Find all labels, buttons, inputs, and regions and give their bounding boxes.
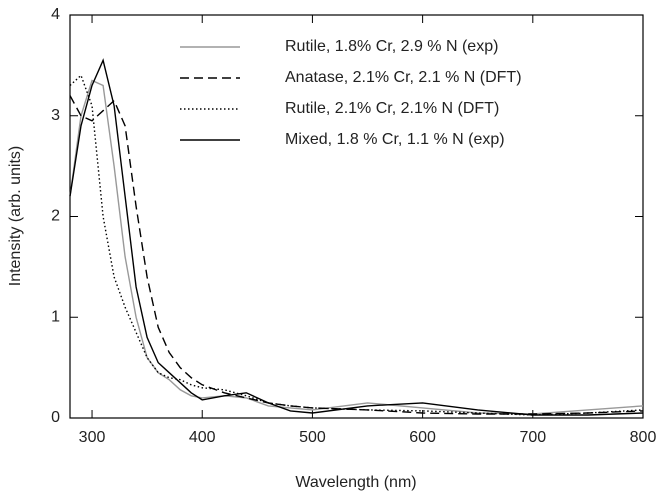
series-line <box>69 58 644 416</box>
x-tick-label: 300 <box>79 429 106 446</box>
legend-label: Rutile, 2.1% Cr, 2.1% N (DFT) <box>285 100 499 117</box>
x-tick-label: 500 <box>299 429 326 446</box>
x-tick-label: 600 <box>409 429 436 446</box>
x-tick-label: 800 <box>630 429 657 446</box>
y-axis-label: Intensity (arb. units) <box>7 146 24 287</box>
legend-label: Rutile, 1.8% Cr, 2.9 % N (exp) <box>285 38 498 55</box>
y-tick-label: 2 <box>51 208 60 225</box>
y-tick-label: 4 <box>51 6 60 23</box>
legend-label: Mixed, 1.8 % Cr, 1.1 % N (exp) <box>285 131 505 148</box>
x-tick-label: 400 <box>189 429 216 446</box>
y-tick-label: 1 <box>51 308 60 325</box>
series-line <box>69 95 644 415</box>
series-line <box>69 74 644 416</box>
x-tick-label: 700 <box>519 429 546 446</box>
y-tick-label: 3 <box>51 107 60 124</box>
x-axis-label: Wavelength (nm) <box>295 474 416 491</box>
legend-label: Anatase, 2.1% Cr, 2.1 % N (DFT) <box>285 69 522 86</box>
y-tick-label: 0 <box>51 409 60 426</box>
